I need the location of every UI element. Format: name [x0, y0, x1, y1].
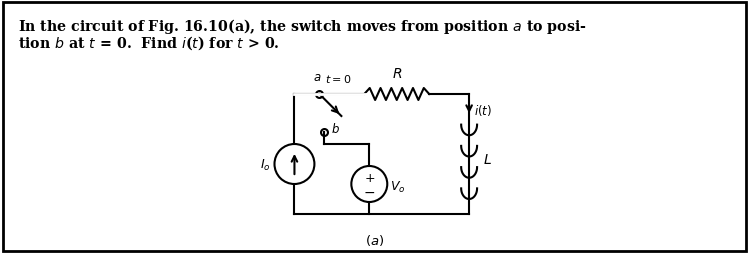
Text: $a$: $a$ [314, 71, 322, 84]
Text: $R$: $R$ [392, 67, 402, 81]
Text: $V_o$: $V_o$ [390, 179, 406, 194]
Text: tion $b$ at $t$ = 0.  Find $i$($t$) for $t$ > 0.: tion $b$ at $t$ = 0. Find $i$($t$) for $… [18, 34, 280, 52]
Text: $i(t)$: $i(t)$ [474, 102, 492, 117]
Text: $L$: $L$ [483, 152, 492, 166]
Circle shape [351, 166, 387, 202]
Text: $t=0$: $t=0$ [326, 73, 352, 85]
Text: In the circuit of Fig. 16.10(a), the switch moves from position $a$ to posi-: In the circuit of Fig. 16.10(a), the swi… [18, 17, 586, 36]
Text: $I_o$: $I_o$ [260, 157, 271, 172]
Text: $-$: $-$ [363, 184, 376, 198]
Circle shape [274, 145, 314, 184]
Text: $b$: $b$ [332, 121, 340, 135]
Text: $+$: $+$ [364, 171, 375, 184]
Text: $(a)$: $(a)$ [364, 232, 384, 247]
